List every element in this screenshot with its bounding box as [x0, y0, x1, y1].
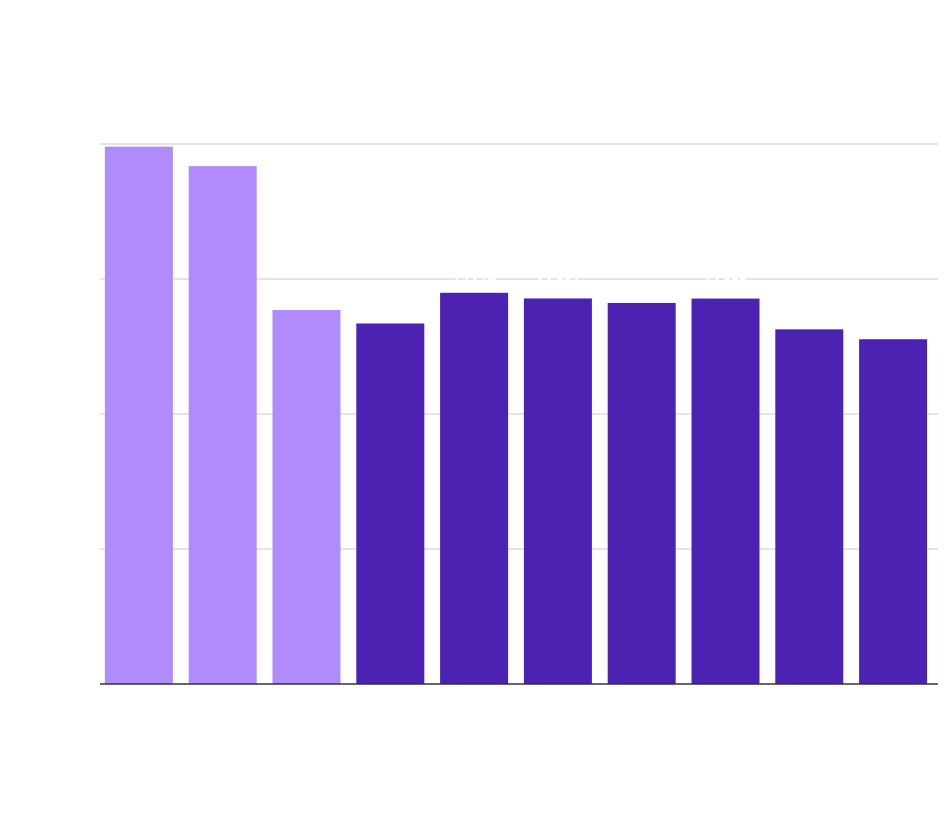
x-tick-label: 2014: [709, 704, 743, 721]
bar: [523, 298, 592, 684]
x-tick-label: 2015: [793, 704, 826, 721]
bar: [356, 323, 425, 684]
x-tick-label: 2013: [625, 704, 658, 721]
bar: [691, 298, 760, 684]
bar-value-label: 20,898: [117, 123, 160, 139]
y-tick-label: 0: [68, 676, 76, 692]
bar-value-label: 14,994: [536, 274, 579, 290]
bar: [188, 166, 257, 685]
bar-value-label: 14,544: [285, 286, 328, 302]
x-tick-label: 2012: [541, 704, 574, 721]
x-tick-label: 2011: [458, 704, 491, 721]
x-tick-label: 2008: [206, 704, 239, 721]
bar-value-label: 14,989: [704, 275, 747, 291]
chart-subtitle: (millions of US dollars): [113, 57, 277, 74]
bar-value-label: 13,793: [788, 305, 831, 321]
bar-value-label: 14,819: [620, 279, 663, 295]
bar: [272, 310, 341, 684]
bar-value-label: 13,408: [872, 315, 915, 331]
y-tick-label: 21,000: [33, 136, 76, 152]
y-tick-label: 5,250: [41, 541, 76, 557]
bar: [440, 292, 509, 684]
bar-value-label: 20,140: [201, 142, 244, 158]
bar: [607, 302, 676, 684]
net-sales-bar-chart: 0 5,250 10,500 15,750 21,000 20,898 2007 20,140…: [33, 123, 938, 721]
y-tick-label: 10,500: [33, 406, 76, 422]
bar-value-label: 14,021: [369, 299, 412, 315]
x-tick-label: 2010: [374, 704, 407, 721]
bar: [104, 146, 173, 684]
footnote: *2016, 2015, 2014, 2013, 2012, 2011 and …: [113, 762, 879, 804]
bar: [775, 329, 844, 684]
x-tick-label: 2009: [290, 704, 323, 721]
y-tick-label: 15,750: [33, 271, 76, 287]
chart-title: Net Sales: [113, 20, 213, 45]
x-tick-label: 2007: [122, 704, 155, 721]
bar-value-label: 15,214: [453, 269, 496, 285]
x-tick-label: 2016: [876, 704, 909, 721]
bar: [859, 339, 928, 684]
